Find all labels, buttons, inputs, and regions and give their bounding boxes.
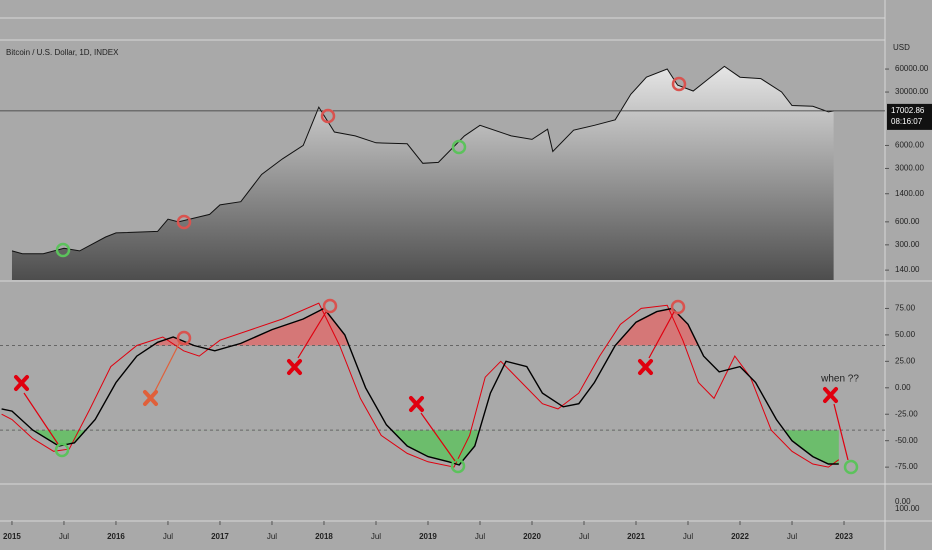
x-tick-label: Jul xyxy=(683,532,693,541)
x-mark xyxy=(823,387,838,403)
x-tick-label: Jul xyxy=(475,532,485,541)
x-tick-label: Jul xyxy=(787,532,797,541)
zone-fill xyxy=(32,430,839,465)
marker-circle xyxy=(176,330,192,346)
y-tick-label: 6000.00 xyxy=(895,141,924,150)
countdown-label: 08:16:07 xyxy=(891,117,923,126)
y-tick-label: 600.00 xyxy=(895,217,920,226)
price-area xyxy=(11,66,834,281)
y-tick-label: -25.00 xyxy=(895,409,918,418)
arrow xyxy=(154,341,181,392)
y-tick-label: 50.00 xyxy=(895,330,916,339)
x-tick-label: 2016 xyxy=(107,532,125,541)
marker-circle xyxy=(320,108,336,124)
arrow xyxy=(833,403,849,461)
arrow xyxy=(297,311,327,359)
x-tick-label: 2022 xyxy=(731,532,749,541)
x-mark xyxy=(287,359,302,375)
y-tick-label: 300.00 xyxy=(895,240,920,249)
x-tick-label: Jul xyxy=(371,532,381,541)
x-tick-label: 2017 xyxy=(211,532,229,541)
arrows xyxy=(23,311,849,462)
y-tick-label: 3000.00 xyxy=(895,164,924,173)
y-tick-label: 1400.00 xyxy=(895,189,924,198)
x-tick-label: Jul xyxy=(267,532,277,541)
annotations xyxy=(14,76,859,475)
oscillator-line xyxy=(1,302,840,468)
y-tick-label: 140.00 xyxy=(895,265,920,274)
x-tick-label: 2019 xyxy=(419,532,437,541)
x-mark xyxy=(14,375,29,391)
x-tick-label: 2015 xyxy=(3,532,21,541)
x-tick-label: 2018 xyxy=(315,532,333,541)
x-mark xyxy=(638,359,653,375)
chart-title: Bitcoin / U.S. Dollar, 1D, INDEX xyxy=(6,48,119,57)
arrow xyxy=(420,412,456,462)
marker-circle xyxy=(322,298,338,314)
x-tick-label: Jul xyxy=(59,532,69,541)
marker-circle xyxy=(450,458,466,474)
y-tick-label: 75.00 xyxy=(895,304,916,313)
x-tick-label: Jul xyxy=(163,532,173,541)
x-tick-label: Jul xyxy=(579,532,589,541)
arrow xyxy=(23,392,59,445)
y-tick-label: 30000.00 xyxy=(895,87,929,96)
marker-circle xyxy=(671,76,687,92)
x-marks xyxy=(14,359,838,412)
y-tick-label: 0.00 xyxy=(895,383,911,392)
axis-unit: USD xyxy=(893,43,910,52)
plot-layer: 60000.00 30000.00 6000.00 3000.00 1400.00 600… xyxy=(0,64,932,541)
x-tick-label: 2021 xyxy=(627,532,645,541)
x-mark xyxy=(409,396,424,412)
last-price-label: 17002.86 xyxy=(891,106,925,115)
x-tick-label: 2020 xyxy=(523,532,541,541)
y-tick-label: 25.00 xyxy=(895,356,916,365)
y-tick-label: 60000.00 xyxy=(895,64,929,73)
marker-circle xyxy=(670,299,686,315)
last-price-box xyxy=(887,103,932,130)
marker-circle xyxy=(451,139,467,155)
lower-pane-label: 0.00 xyxy=(895,497,911,506)
x-tick-label: 2023 xyxy=(835,532,853,541)
zone-fill xyxy=(152,308,699,346)
oscillator-line xyxy=(1,307,839,466)
marker-circle xyxy=(843,459,859,475)
marker-circle xyxy=(54,442,70,458)
y-tick-label: -50.00 xyxy=(895,436,918,445)
lower-pane-label: 100.00 xyxy=(895,504,920,513)
price-line xyxy=(11,65,834,255)
y-tick-label: -75.00 xyxy=(895,462,918,471)
arrow xyxy=(648,311,675,359)
x-mark xyxy=(143,390,158,406)
marker-circle xyxy=(55,242,71,258)
annotation: when ?? xyxy=(820,374,859,385)
marker-circle xyxy=(176,214,192,230)
